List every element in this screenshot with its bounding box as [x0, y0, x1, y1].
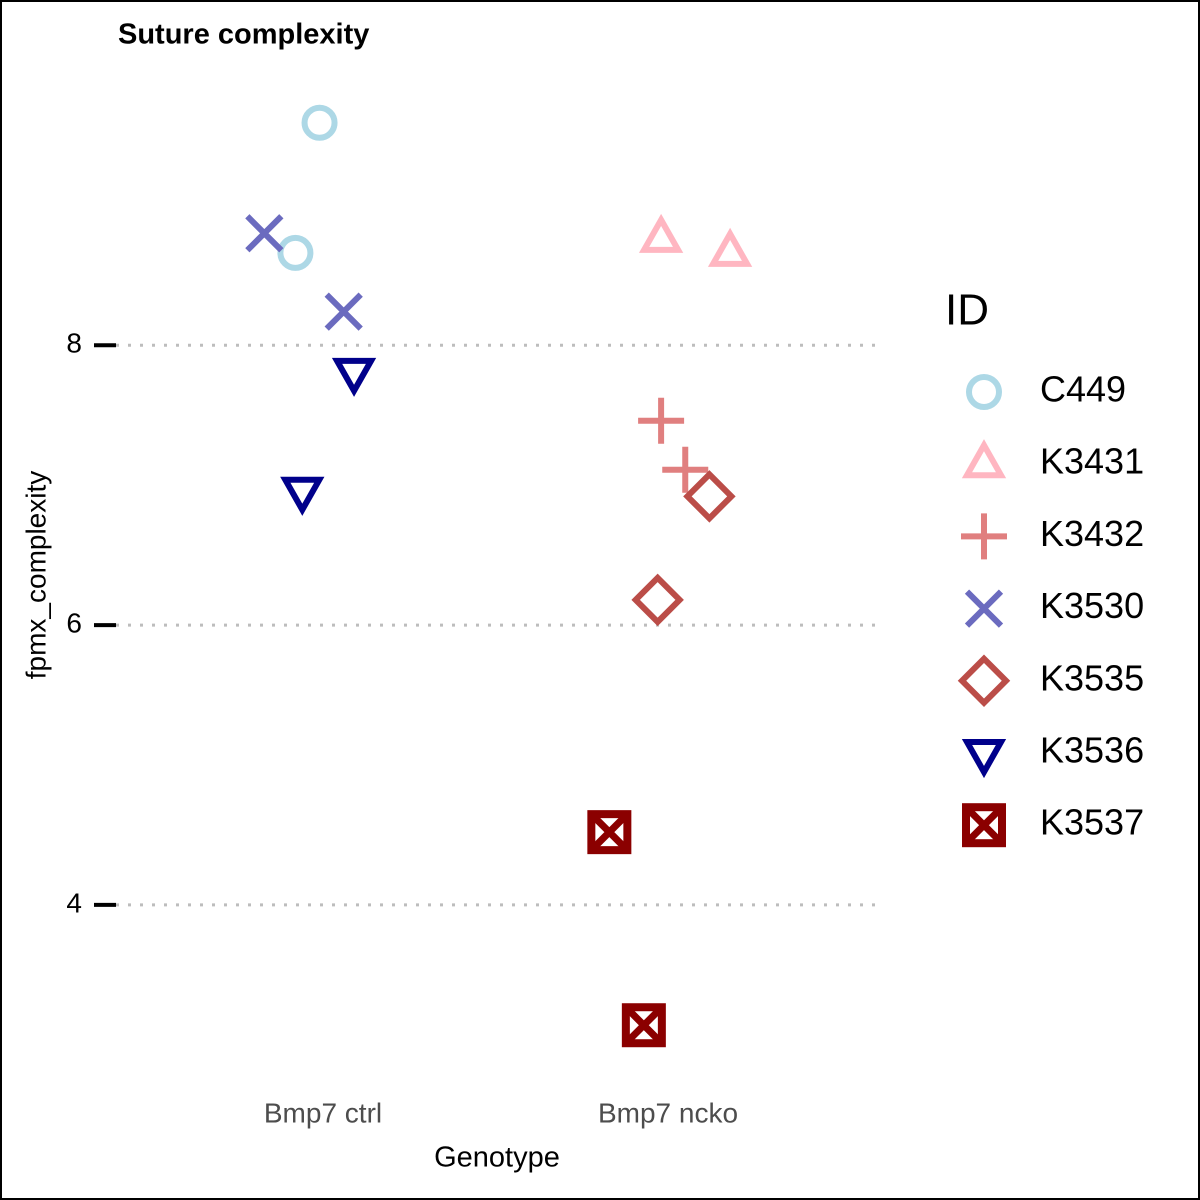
marker-part [590, 813, 628, 851]
point [301, 104, 338, 141]
x-tick-label: Bmp7 ctrl [264, 1097, 382, 1128]
legend-marker [961, 439, 1007, 479]
legend-marker [957, 654, 1011, 708]
point [683, 470, 736, 523]
legend-title: ID [945, 286, 989, 335]
point [621, 1003, 666, 1048]
legend-label: K3530 [1040, 585, 1144, 626]
marker-part [965, 806, 1003, 844]
legend-label: K3536 [1040, 730, 1144, 771]
point [324, 292, 363, 331]
chart-title: Suture complexity [118, 19, 369, 51]
legend-label: K3431 [1040, 441, 1144, 482]
marker-part [621, 1003, 666, 1048]
point [331, 357, 377, 397]
point [662, 446, 709, 493]
marker-part [962, 803, 1006, 848]
marker-part [331, 357, 377, 397]
marker-part [961, 439, 1007, 479]
point [245, 214, 284, 253]
marker-part [245, 214, 284, 253]
marker-part [662, 446, 709, 493]
marker-part [707, 227, 753, 267]
marker-part [957, 654, 1011, 708]
marker-part [964, 589, 1004, 628]
point [638, 397, 685, 444]
x-tick-label: Bmp7 ncko [598, 1097, 738, 1128]
marker-part [966, 374, 1002, 410]
legend-marker [961, 739, 1007, 779]
y-axis-label: fpmx_complexity [20, 471, 51, 680]
marker-part [277, 234, 314, 271]
y-tick-label: 8 [66, 328, 82, 359]
marker-part [625, 1006, 663, 1044]
legend-label: K3432 [1040, 513, 1144, 554]
point [277, 234, 314, 271]
legend-label: C449 [1040, 369, 1126, 410]
point [707, 227, 753, 267]
point [280, 476, 325, 516]
marker-part [961, 739, 1007, 779]
marker-part [631, 573, 684, 627]
point [587, 810, 632, 855]
legend-marker [964, 589, 1004, 628]
legend-marker [961, 513, 1007, 560]
x-axis-label: Genotype [434, 1142, 560, 1174]
legend-label: K3537 [1040, 802, 1144, 843]
marker-part [638, 397, 685, 444]
marker-part [961, 513, 1007, 560]
legend-marker [962, 803, 1006, 848]
point [638, 213, 684, 253]
marker-part [301, 104, 338, 141]
y-tick-label: 4 [66, 887, 82, 918]
y-tick-label: 6 [66, 607, 82, 638]
marker-part [587, 810, 632, 855]
marker-part [280, 476, 325, 516]
marker-part [683, 470, 736, 523]
marker-part [324, 292, 363, 331]
marker-part [638, 213, 684, 253]
legend-label: K3535 [1040, 657, 1144, 698]
point [631, 573, 684, 627]
legend-marker [966, 374, 1002, 410]
